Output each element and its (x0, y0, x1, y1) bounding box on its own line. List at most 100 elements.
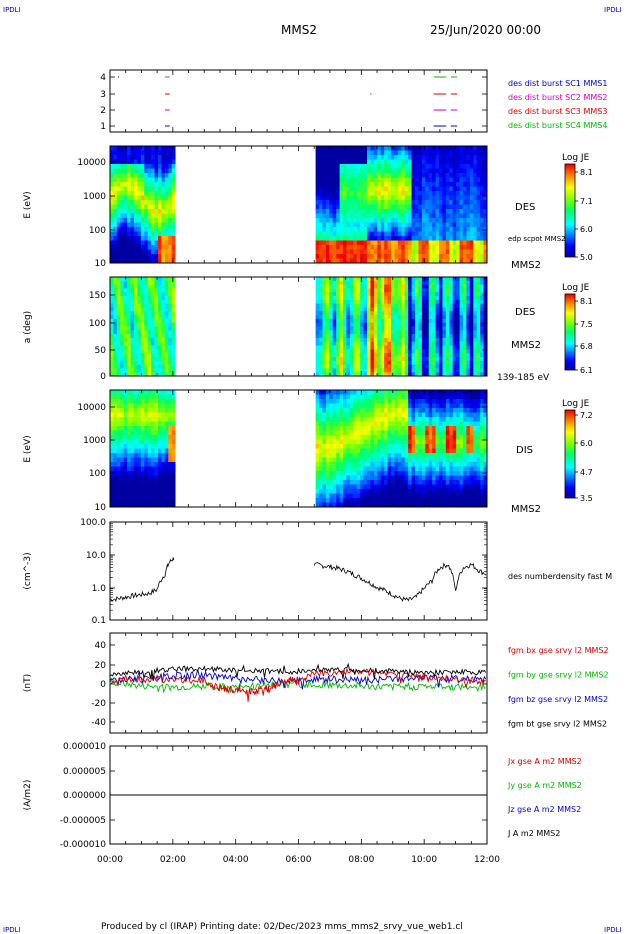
des-pitch-cell (319, 280, 323, 286)
des-energy-cell (332, 168, 337, 174)
des-pitch-cell (154, 315, 159, 320)
des-pitch-cell (469, 318, 474, 324)
des-energy-cell (397, 245, 402, 250)
des-pitch-cell (483, 345, 488, 350)
dis-energy-cell (363, 390, 368, 395)
dis-energy-cell (339, 430, 344, 436)
dis-energy-cell (329, 457, 334, 463)
des-pitch-cell (373, 372, 378, 377)
dis-energy-cell (367, 435, 371, 440)
dis-energy-cell (394, 457, 399, 463)
des-pitch-cell (353, 330, 358, 335)
des-energy-cell (353, 182, 358, 187)
des-pitch-cell (339, 330, 344, 335)
des-pitch-cell (127, 372, 131, 377)
des-pitch-cell (356, 296, 361, 301)
des-energy-cell (445, 240, 450, 246)
des-energy-cell (387, 146, 392, 151)
des-pitch-cell (319, 353, 323, 358)
des-pitch-cell (394, 364, 399, 369)
des-energy-cell (144, 227, 149, 232)
dis-energy-cell (133, 439, 138, 445)
des-energy-cell (315, 249, 320, 255)
dis-energy-cell (120, 471, 125, 476)
dis-energy-cell (387, 394, 392, 400)
des-pitch-cell (336, 360, 341, 365)
des-energy-cell (408, 213, 412, 219)
des-pitch-cell (463, 345, 467, 350)
des-pitch-cell (168, 303, 173, 308)
dis-energy-cell (161, 502, 166, 508)
des-pitch-cell (130, 337, 135, 343)
des-pitch-cell (140, 315, 145, 320)
des-energy-cell (133, 186, 138, 192)
des-energy-cell (483, 146, 488, 151)
des-pitch-cell (349, 315, 354, 320)
des-energy-cell (325, 146, 330, 151)
des-pitch-cell (452, 307, 457, 312)
des-energy-cell (336, 164, 341, 169)
des-energy-cell (415, 159, 419, 165)
des-pitch-cell (391, 280, 395, 286)
dis-energy-cell (127, 417, 131, 422)
dis-energy-cell (387, 390, 392, 395)
dis-energy-cell (391, 394, 395, 400)
dis-energy-cell (127, 435, 131, 440)
dis-energy-cell (336, 493, 341, 499)
des-energy-cell (449, 249, 454, 255)
des-pitch-cell (151, 315, 155, 320)
des-pitch-cell (137, 322, 142, 327)
des-energy-cell (332, 159, 337, 165)
des-pitch-cell (332, 277, 337, 282)
des-energy-cell (391, 213, 395, 219)
des-energy-cell (391, 254, 395, 259)
des-pitch-cell (116, 326, 121, 331)
des-pitch-cell (435, 284, 440, 289)
des-pitch-cell (473, 307, 478, 312)
des-pitch-cell (463, 364, 467, 369)
dis-energy-cell (377, 475, 382, 481)
des-pitch-cell (164, 341, 169, 346)
dis-energy-cell (391, 498, 395, 503)
des-pitch-cell (425, 349, 430, 354)
des-pitch-cell (408, 372, 412, 377)
des-energy-cell (151, 173, 155, 178)
des-energy-cell (449, 195, 454, 201)
dis-energy-cell (113, 426, 118, 431)
des-pitch-cell (408, 368, 412, 373)
des-energy-cell (154, 204, 159, 210)
des-pitch-cell (428, 360, 433, 365)
des-pitch-cell (325, 330, 330, 335)
des-pitch-cell (469, 288, 474, 293)
des-energy-cell (144, 173, 149, 178)
des-energy-cell (373, 159, 378, 165)
des-pitch-cell (435, 318, 440, 324)
dis-energy-cell (401, 448, 406, 454)
des-pitch-cell (459, 307, 464, 312)
des-energy-cell (116, 146, 121, 151)
des-energy-cell (463, 173, 467, 178)
des-energy-cell (428, 218, 433, 223)
dis-energy-cell (127, 439, 131, 445)
dis-energy-cell (168, 408, 173, 413)
des-pitch-cell (418, 284, 423, 289)
des-energy-cell (391, 200, 395, 205)
des-energy-cell (476, 182, 481, 187)
des-energy-cell (408, 168, 412, 174)
des-pitch-cell (360, 364, 365, 369)
dis-energy-cell (391, 444, 395, 449)
dis-energy-cell (171, 412, 176, 418)
des-pitch-cell (343, 368, 347, 373)
des-pitch-cell (356, 322, 361, 327)
des-energy-cell (445, 213, 450, 219)
des-energy-cell (113, 204, 118, 210)
des-pitch-cell (463, 307, 467, 312)
dis-energy-cell (332, 493, 337, 499)
des-energy-cell (116, 195, 121, 201)
des-energy-cell (404, 254, 409, 259)
des-energy-cell (116, 231, 121, 237)
des-pitch-cell (428, 318, 433, 324)
des-pitch-cell (483, 364, 488, 369)
des-pitch-cell (466, 368, 471, 373)
des-energy-cell (123, 245, 128, 250)
